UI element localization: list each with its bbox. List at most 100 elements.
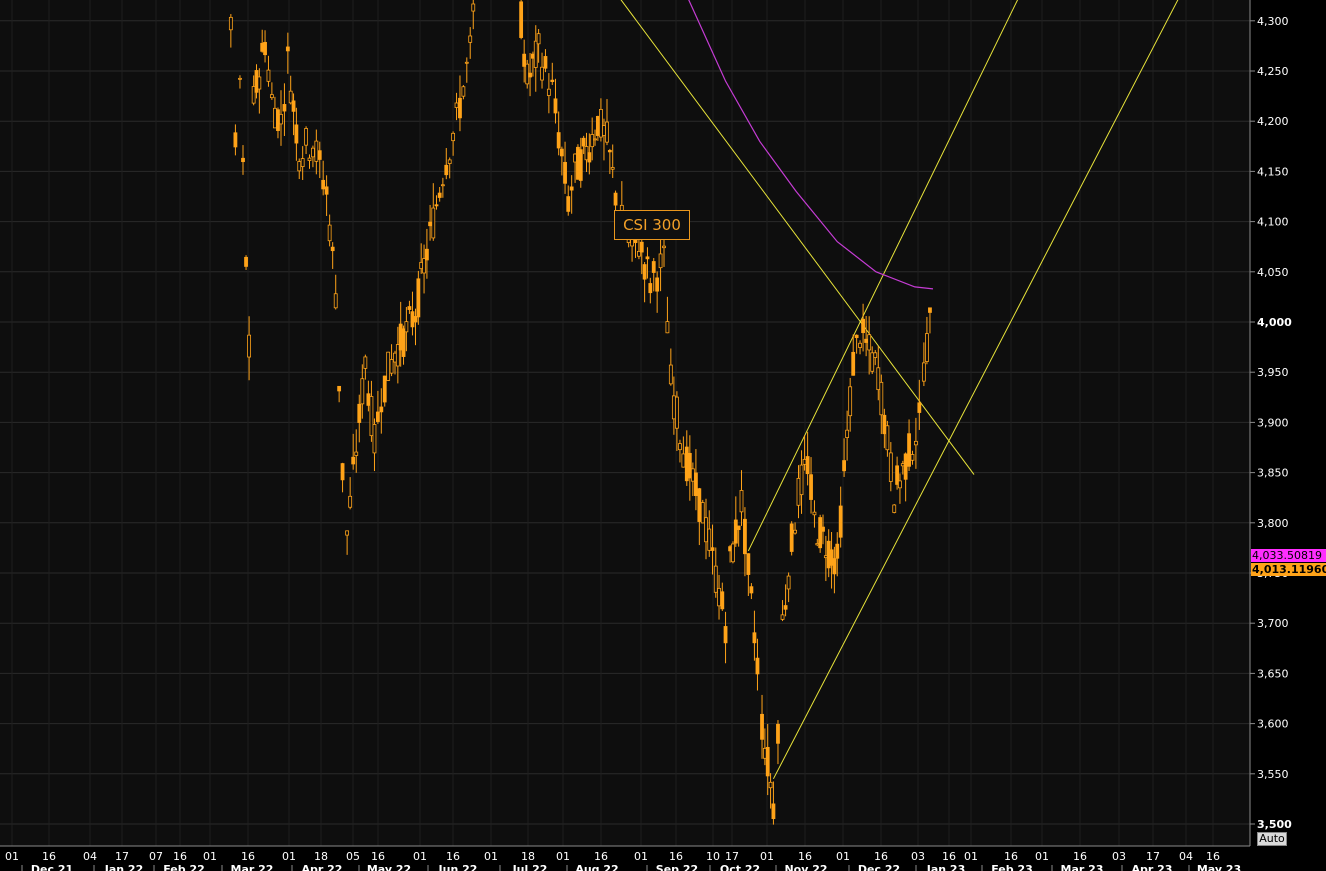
candle-body [910, 454, 915, 461]
candle-body [247, 334, 251, 358]
x-day-label: 07 [149, 850, 163, 863]
y-tick-label: 3,500 [1257, 818, 1292, 831]
x-day-label: 04 [83, 850, 97, 863]
candle-body [440, 184, 445, 187]
candle-body [713, 565, 718, 593]
candle-body [569, 186, 574, 191]
x-day-label: 05 [346, 850, 360, 863]
x-month-label: Feb 22 [163, 863, 205, 871]
candle-body [793, 529, 797, 534]
candle-body [519, 1, 524, 38]
candle-body [723, 626, 728, 644]
candle-body [425, 248, 429, 261]
x-day-label: 16 [42, 850, 56, 863]
candle-body [434, 204, 439, 207]
candle-body [710, 547, 715, 551]
trendlines [620, 0, 1179, 780]
candle-body [233, 132, 238, 148]
x-month-label: May 23 [1197, 863, 1241, 871]
candle-body [522, 53, 527, 67]
candle-body [556, 132, 561, 149]
candle-body [444, 164, 449, 176]
y-axis-panel [1250, 0, 1326, 846]
candle-body [771, 803, 776, 820]
candle-body [637, 250, 641, 257]
candle-body [386, 351, 391, 381]
candle-body [829, 549, 834, 566]
candle-body [888, 452, 893, 482]
candle-body [345, 530, 350, 536]
candle-body [317, 150, 322, 160]
candle-body [752, 632, 757, 644]
last-price-badge: 4,013.11960 [1251, 563, 1326, 576]
candle-body [593, 138, 597, 141]
candle-body [416, 278, 421, 318]
candle-body [799, 464, 804, 496]
candle-body [687, 452, 692, 479]
trendline [772, 0, 1179, 780]
x-month-label: Dec 21 [31, 863, 73, 871]
candle-body [690, 468, 695, 482]
candle-body [780, 614, 785, 620]
candle-body [407, 306, 412, 310]
candle-body [870, 352, 875, 372]
candle-body [605, 121, 609, 143]
candle-body [602, 125, 606, 136]
candle-body [269, 94, 274, 99]
x-day-label: 16 [173, 850, 187, 863]
candle-body [587, 152, 592, 163]
x-day-label: 16 [594, 850, 608, 863]
candle-body [321, 179, 326, 190]
x-day-label: 01 [556, 850, 570, 863]
candle-body [279, 113, 283, 125]
x-day-label: 16 [942, 850, 956, 863]
candle-body [668, 364, 673, 385]
candle-body [892, 504, 897, 513]
candle-body [375, 411, 380, 422]
y-tick-label: 4,300 [1257, 15, 1289, 28]
candle-body [867, 334, 872, 351]
candle-body [468, 35, 473, 43]
x-month-label: Jun 22 [438, 863, 478, 871]
candle-body [805, 456, 810, 475]
candle-body [885, 425, 890, 451]
x-day-label: 17 [115, 850, 129, 863]
candle-body [876, 367, 881, 391]
candle-body [783, 605, 788, 610]
candle-body [581, 137, 586, 147]
candle-body [528, 72, 532, 78]
candle-body [921, 362, 926, 382]
x-day-label: 01 [1035, 850, 1049, 863]
x-day-label: 18 [314, 850, 328, 863]
candle-body [681, 453, 686, 468]
x-day-label: 17 [1146, 850, 1160, 863]
candle-body [337, 385, 342, 392]
moving-average-value-badge: 4,033.50819 [1251, 549, 1326, 562]
candle-body [733, 519, 738, 544]
candle-body [451, 132, 456, 142]
candle-body [802, 458, 807, 465]
candle-body [854, 334, 859, 339]
candle-body [428, 221, 432, 227]
auto-scale-button[interactable]: Auto [1257, 832, 1287, 846]
candle-body [648, 283, 653, 294]
candle-body [755, 657, 760, 675]
x-month-label: Mar 23 [1061, 863, 1104, 871]
x-axis-panel [0, 846, 1326, 871]
candle-body [431, 207, 436, 239]
x-day-label: 04 [1179, 850, 1193, 863]
candle-body [700, 502, 705, 524]
candle-body [838, 505, 843, 538]
x-month-label: Aug 22 [575, 863, 618, 871]
candle-body [925, 333, 929, 362]
candle-body [291, 100, 296, 112]
x-day-label: 16 [798, 850, 812, 863]
candle-body [348, 495, 353, 508]
candle-body [639, 241, 644, 253]
candle-body [251, 86, 256, 104]
candle-body [694, 472, 698, 497]
candle-body [655, 277, 660, 292]
candle-body [314, 140, 319, 162]
candle-body [340, 463, 345, 481]
